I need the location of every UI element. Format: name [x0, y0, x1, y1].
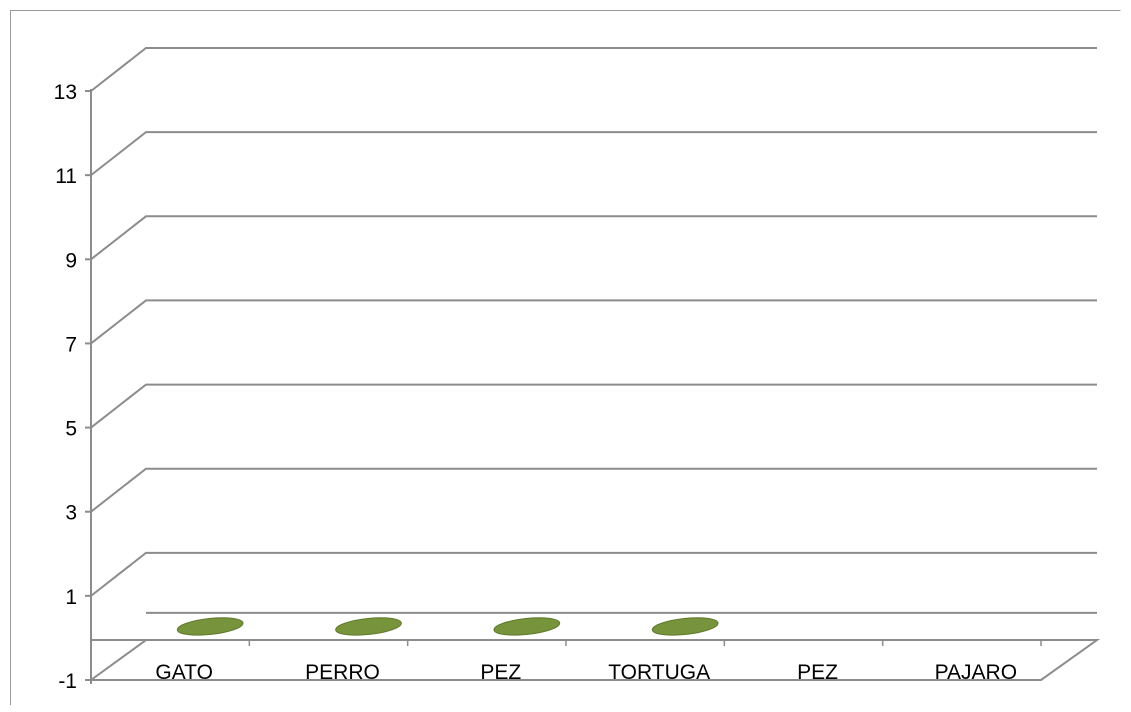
x-tick-label: PERRO: [305, 661, 380, 684]
floor-left-edge: [90, 639, 147, 681]
gridline: [90, 299, 1097, 345]
x-tick-label: TORTUGA: [608, 661, 710, 684]
y-tick-label: 3: [65, 502, 77, 525]
gridline: [90, 467, 1097, 513]
x-tick-label: PAJARO: [935, 661, 1017, 684]
y-tick-label: 1: [65, 586, 77, 609]
gridline: [90, 383, 1097, 429]
chart-outer-frame: [10, 10, 1121, 705]
bar: [493, 617, 561, 636]
gridline: [90, 131, 1097, 176]
y-tick-label: 5: [65, 418, 77, 441]
y-tick-label: 13: [54, 81, 77, 104]
x-tick-label: GATO: [155, 661, 213, 684]
gridline: [90, 551, 1097, 597]
y-tick-label: 9: [65, 249, 77, 272]
x-tick-label: PEZ: [480, 661, 521, 684]
bar: [651, 617, 719, 636]
x-tick-label: PEZ: [797, 661, 838, 684]
bar: [176, 617, 244, 636]
y-tick-label: 7: [65, 333, 77, 356]
y-tick-label: 11: [55, 165, 77, 188]
bar: [335, 617, 402, 636]
gridline: [90, 47, 1097, 92]
floor-front-edge: [91, 639, 1101, 681]
y-tick-label: -1: [58, 670, 77, 693]
gridline: [90, 215, 1097, 261]
